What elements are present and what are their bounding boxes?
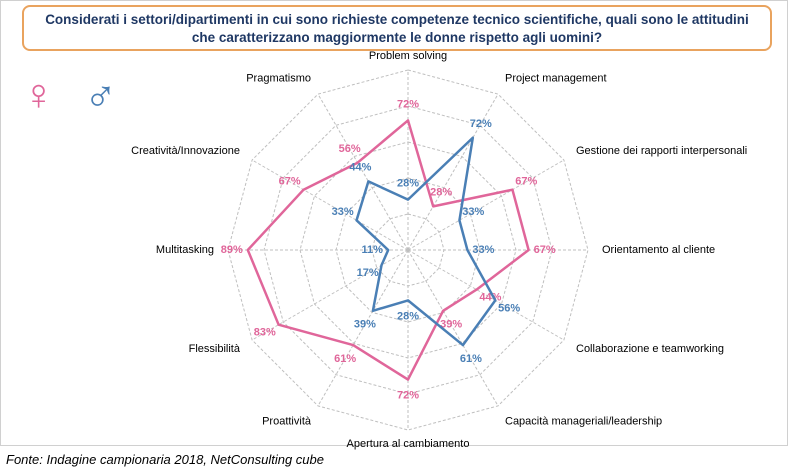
spoke bbox=[407, 249, 499, 407]
legend-symbol: ♂ bbox=[84, 71, 117, 120]
category-label: Proattività bbox=[262, 415, 312, 427]
series-line bbox=[246, 119, 530, 381]
value-label: 83% bbox=[254, 327, 276, 339]
value-label: 67% bbox=[515, 176, 537, 188]
value-label: 56% bbox=[498, 302, 520, 314]
value-label: 39% bbox=[440, 319, 462, 331]
source-note: Fonte: Indagine campionaria 2018, NetCon… bbox=[6, 452, 324, 467]
category-label: Pragmatismo bbox=[246, 72, 311, 84]
grid-ring bbox=[263, 105, 553, 395]
value-label: 11% bbox=[361, 244, 383, 256]
value-label: 67% bbox=[534, 244, 556, 256]
spoke bbox=[407, 159, 565, 251]
category-label: Problem solving bbox=[369, 50, 447, 62]
value-label: 33% bbox=[332, 206, 354, 218]
spoke bbox=[317, 249, 409, 407]
value-label: 72% bbox=[397, 98, 419, 110]
value-label: 72% bbox=[470, 118, 492, 130]
value-label: 67% bbox=[279, 176, 301, 188]
value-label: 44% bbox=[349, 161, 371, 173]
grid-ring bbox=[227, 69, 589, 431]
frame bbox=[0, 0, 788, 446]
chart-title: Considerati i settori/dipartimenti in cu… bbox=[22, 5, 772, 51]
value-label: 33% bbox=[462, 206, 484, 218]
category-label: Orientamento al cliente bbox=[602, 244, 715, 256]
value-label: 89% bbox=[221, 244, 243, 256]
value-label: 56% bbox=[339, 143, 361, 155]
series-line bbox=[355, 136, 497, 347]
category-label: Gestione dei rapporti interpersonali bbox=[576, 145, 747, 157]
category-label: Capacità manageriali/leadership bbox=[505, 415, 662, 427]
value-label: 17% bbox=[357, 267, 379, 279]
spoke bbox=[251, 159, 409, 251]
value-label: 39% bbox=[354, 319, 376, 331]
spoke bbox=[407, 249, 565, 341]
category-label: Project management bbox=[505, 72, 607, 84]
value-label: 28% bbox=[430, 186, 452, 198]
value-label: 72% bbox=[397, 390, 419, 402]
legend-symbol: ♀ bbox=[22, 71, 55, 120]
value-label: 61% bbox=[334, 353, 356, 365]
category-label: Apertura al cambiamento bbox=[347, 438, 470, 450]
category-label: Flessibilità bbox=[189, 343, 241, 355]
spoke bbox=[317, 93, 409, 251]
category-label: Collaborazione e teamworking bbox=[576, 343, 724, 355]
category-label: Multitasking bbox=[156, 244, 214, 256]
spoke bbox=[407, 93, 499, 251]
value-label: 28% bbox=[397, 310, 419, 322]
value-label: 33% bbox=[472, 244, 494, 256]
value-label: 28% bbox=[397, 178, 419, 190]
value-label: 61% bbox=[460, 353, 482, 365]
category-label: Creatività/Innovazione bbox=[131, 145, 240, 157]
